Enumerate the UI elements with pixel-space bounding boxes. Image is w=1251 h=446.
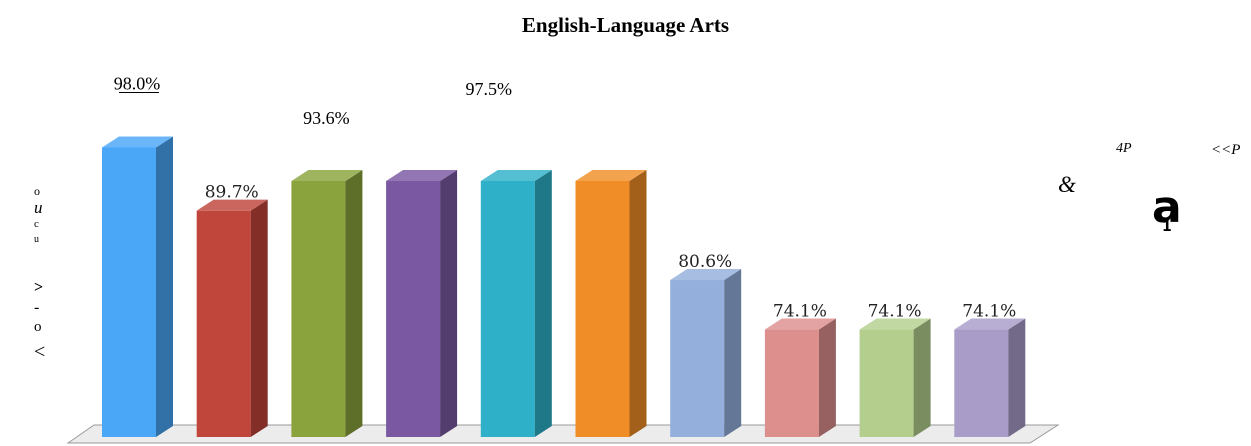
bar-side xyxy=(818,318,836,437)
stray-glyph: & xyxy=(1058,172,1076,197)
bar xyxy=(196,199,268,437)
data-label: 93.6% xyxy=(303,108,350,128)
chart-title: English-Language Arts xyxy=(521,13,730,37)
stray-glyph: 4P xyxy=(1116,141,1132,156)
data-label: 89.7% xyxy=(205,183,259,203)
stray-glyph: 1 xyxy=(1162,219,1172,235)
bar-side xyxy=(724,269,742,437)
bar-front xyxy=(291,180,346,437)
data-label: 74.1% xyxy=(868,302,922,322)
data-label: 80.6% xyxy=(678,252,732,272)
bar-top xyxy=(575,169,647,181)
bar-front xyxy=(954,329,1009,437)
bar-front xyxy=(480,180,535,437)
bar-top xyxy=(386,169,458,181)
bar-side xyxy=(913,318,931,437)
bar xyxy=(386,169,458,437)
bar-side xyxy=(1008,318,1026,437)
bar-front xyxy=(386,180,441,437)
bar xyxy=(670,269,742,437)
bar-top xyxy=(670,269,742,281)
y-axis-fragment: - xyxy=(34,299,40,316)
bar-front xyxy=(859,329,914,437)
bar-top xyxy=(480,169,552,181)
data-labels: 98.0% 89.7% 93.6% 97.5% 80.6% 74.1% 74.1% 74.1% xyxy=(114,73,1017,321)
bar-front xyxy=(102,147,156,437)
data-label: 97.5% xyxy=(466,79,513,99)
bar-side xyxy=(440,169,458,437)
bar xyxy=(291,169,363,437)
bar-top xyxy=(291,169,363,181)
y-axis-fragment: c xyxy=(34,218,39,230)
bar-front xyxy=(670,280,725,437)
bar xyxy=(764,318,836,437)
bar xyxy=(102,136,173,437)
stray-glyph: <<P xyxy=(1211,142,1241,158)
bar-series xyxy=(102,136,1026,437)
bar-top xyxy=(954,318,1026,330)
y-axis-fragment: u xyxy=(34,198,43,217)
bar-top xyxy=(102,136,173,148)
bar-top xyxy=(196,199,268,211)
data-label: 74.1% xyxy=(962,302,1016,322)
y-axis-fragment: o xyxy=(34,184,40,198)
bar xyxy=(480,169,552,437)
stray-glyph: a xyxy=(1152,182,1182,233)
y-axis-fragment: > xyxy=(34,279,44,296)
bar-front xyxy=(196,210,251,437)
bar xyxy=(954,318,1026,437)
bar-side xyxy=(629,169,647,437)
bar-front xyxy=(575,180,630,437)
y-axis-fragment: u xyxy=(34,234,39,245)
bar-side xyxy=(156,136,173,437)
bar-side xyxy=(345,169,363,437)
bar xyxy=(859,318,931,437)
bar-side xyxy=(534,169,552,437)
bar-top xyxy=(859,318,931,330)
data-label: 74.1% xyxy=(773,302,827,322)
bar-side xyxy=(250,199,268,437)
y-axis-fragment: < xyxy=(34,341,46,363)
y-axis-fragment: o xyxy=(34,319,42,335)
data-label: 98.0% xyxy=(114,73,161,93)
bar-front xyxy=(764,329,819,437)
bar-top xyxy=(764,318,836,330)
bar xyxy=(575,169,647,437)
